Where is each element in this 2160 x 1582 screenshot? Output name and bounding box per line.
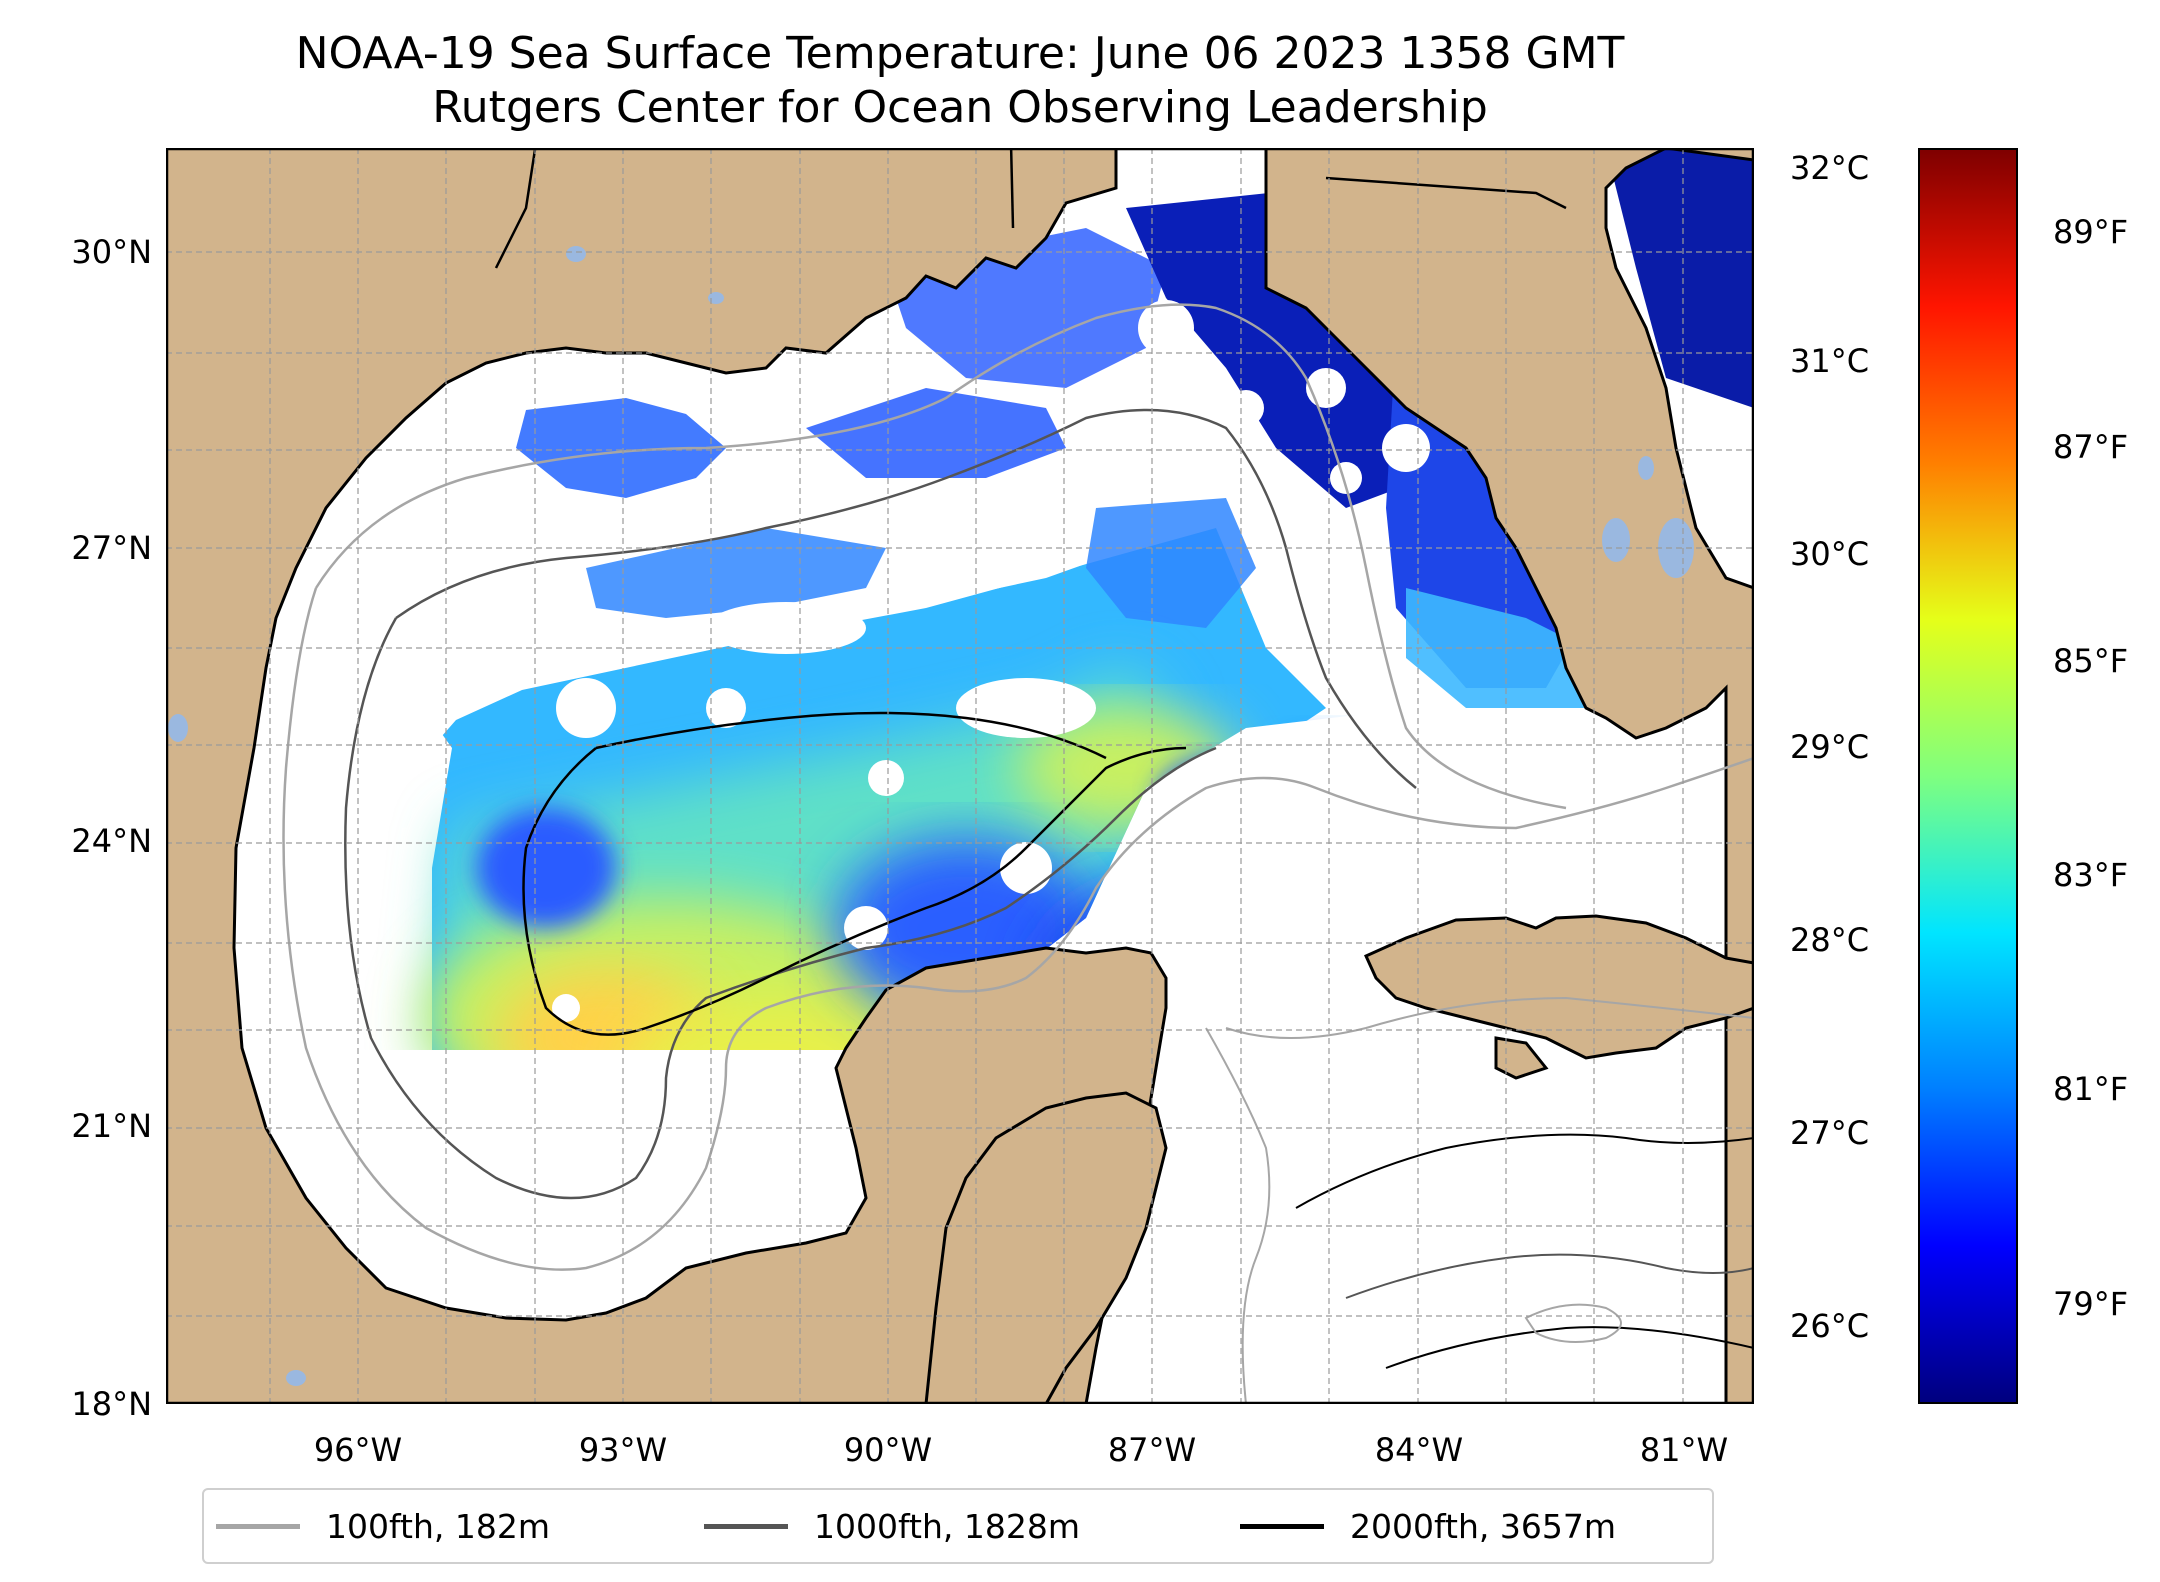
lon-tick-90w: 90°W [843, 1431, 933, 1469]
legend-label-100fth: 100fth, 182m [326, 1506, 550, 1546]
legend-swatch-2000fth [1240, 1523, 1324, 1529]
cbar-c-27: 27°C [1790, 1114, 1870, 1152]
lon-tick-96w: 96°W [313, 1431, 403, 1469]
lat-tick-21n: 21°N [71, 1107, 152, 1145]
cbar-c-29: 29°C [1790, 728, 1870, 766]
state-boundaries [494, 148, 1567, 269]
cbar-c-32: 32°C [1790, 149, 1870, 187]
colorbar [1918, 148, 2018, 1404]
legend-label-2000fth: 2000fth, 3657m [1350, 1506, 1616, 1546]
cbar-c-26: 26°C [1790, 1307, 1870, 1345]
lat-tick-27n: 27°N [71, 529, 152, 567]
contour-1000fth [344, 617, 1217, 1200]
lon-tick-93w: 93°W [578, 1431, 668, 1469]
legend-item-100fth: 100fth, 182m [216, 1490, 550, 1562]
cbar-f-89: 89°F [2053, 213, 2129, 251]
lon-tick-84w: 84°W [1374, 1431, 1464, 1469]
legend-swatch-100fth [216, 1523, 300, 1529]
contour-100fth [282, 587, 1754, 1271]
cbar-c-31: 31°C [1790, 342, 1870, 380]
gridlines [166, 148, 1754, 1404]
lat-tick-18n: 18°N [71, 1385, 152, 1423]
map-frame [166, 148, 1754, 1404]
sst-map [166, 148, 1754, 1404]
lon-tick-81w: 81°W [1639, 1431, 1729, 1469]
sst-map-svg [166, 148, 1754, 1404]
legend-item-1000fth: 1000fth, 1828m [704, 1490, 1080, 1562]
legend: 100fth, 182m 1000fth, 1828m 2000fth, 365… [202, 1488, 1714, 1564]
cbar-f-87: 87°F [2053, 428, 2129, 466]
cbar-f-83: 83°F [2053, 856, 2129, 894]
cbar-c-28: 28°C [1790, 921, 1870, 959]
land [166, 148, 1754, 1404]
cbar-f-85: 85°F [2053, 642, 2129, 680]
legend-label-1000fth: 1000fth, 1828m [814, 1506, 1080, 1546]
lon-tick-87w: 87°W [1107, 1431, 1197, 1469]
lat-tick-24n: 24°N [71, 822, 152, 860]
cbar-f-79: 79°F [2053, 1285, 2129, 1323]
bathymetry-contours [282, 303, 1754, 1404]
map-subtitle: Rutgers Center for Ocean Observing Leade… [432, 82, 1488, 133]
contour-2000fth [522, 746, 1187, 1036]
map-title: NOAA-19 Sea Surface Temperature: June 06… [295, 28, 1625, 79]
legend-swatch-1000fth [704, 1523, 788, 1529]
lat-tick-30n: 30°N [71, 233, 152, 271]
cbar-f-81: 81°F [2053, 1070, 2129, 1108]
legend-item-2000fth: 2000fth, 3657m [1240, 1490, 1616, 1562]
cbar-c-30: 30°C [1790, 535, 1870, 573]
